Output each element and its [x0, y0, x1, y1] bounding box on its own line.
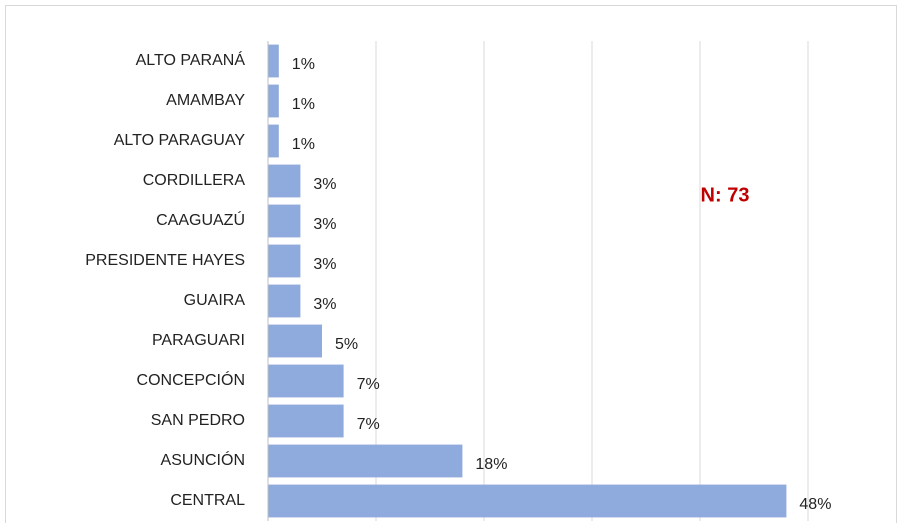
data-label: 1%	[292, 96, 315, 113]
data-label: 3%	[313, 176, 336, 193]
data-label: 5%	[335, 336, 358, 353]
data-label: 3%	[313, 296, 336, 313]
bar	[268, 284, 301, 318]
y-tick-label: SAN PEDRO	[151, 412, 245, 429]
y-tick-label: CAAGUAZÚ	[156, 210, 245, 229]
y-tick-label: ALTO PARAGUAY	[114, 132, 246, 149]
bar	[268, 244, 301, 278]
data-label: 48%	[799, 496, 831, 513]
bar	[268, 84, 279, 118]
y-tick-label: CORDILLERA	[143, 172, 246, 189]
bar	[268, 124, 279, 158]
data-label: 3%	[313, 216, 336, 233]
y-tick-label: GUAIRA	[184, 292, 246, 309]
y-tick-label: PRESIDENTE HAYES	[85, 252, 245, 269]
y-tick-label: ALTO PARANÁ	[136, 50, 246, 69]
y-tick-label: AMAMBAY	[166, 92, 245, 109]
bar	[268, 444, 463, 478]
y-tick-label: CENTRAL	[170, 492, 245, 509]
y-tick-label: CONCEPCIÓN	[137, 370, 245, 389]
data-label: 3%	[313, 256, 336, 273]
data-label: 18%	[475, 456, 507, 473]
bar	[268, 164, 301, 198]
annotation: N: 73	[701, 184, 750, 206]
y-tick-label: ASUNCIÓN	[161, 450, 245, 469]
bar	[268, 364, 344, 398]
bar	[268, 204, 301, 238]
data-label: 1%	[292, 56, 315, 73]
bar	[268, 324, 322, 358]
bar	[268, 44, 279, 78]
data-label: 7%	[357, 416, 380, 433]
data-label: 7%	[357, 376, 380, 393]
bar	[268, 404, 344, 438]
y-tick-label: PARAGUARI	[152, 332, 245, 349]
chart-frame	[5, 5, 897, 523]
bar	[268, 484, 787, 518]
data-label: 1%	[292, 136, 315, 153]
